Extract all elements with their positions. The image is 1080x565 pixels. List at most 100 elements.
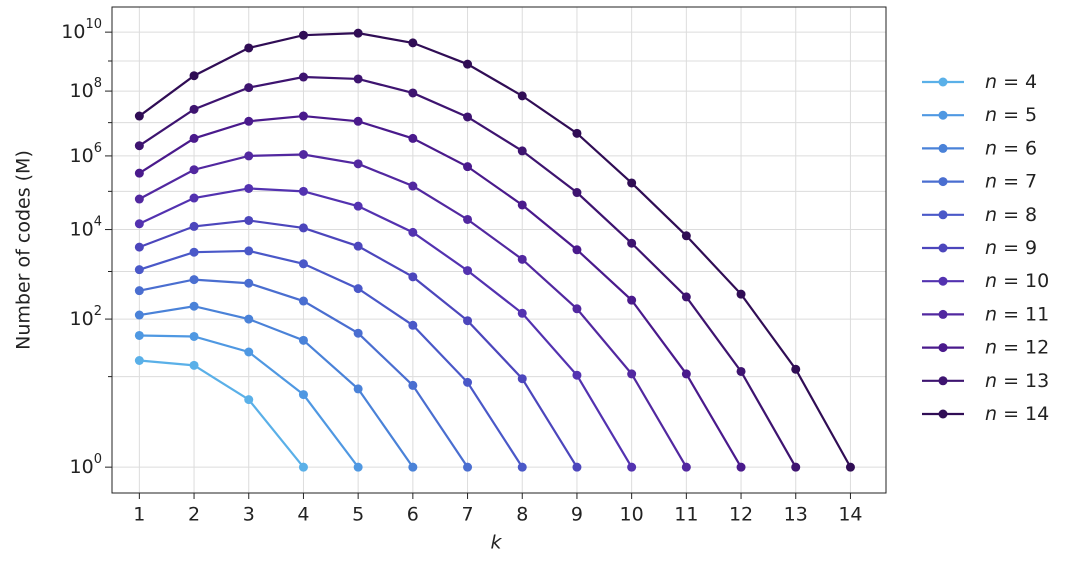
data-point xyxy=(353,384,363,394)
y-tick-label: 100 xyxy=(70,452,102,478)
data-point xyxy=(134,286,144,296)
y-tick-label: 108 xyxy=(70,76,102,102)
data-point xyxy=(298,223,308,233)
plot-frame xyxy=(111,6,887,494)
data-point xyxy=(134,111,144,121)
data-point xyxy=(189,165,199,175)
data-point xyxy=(244,183,254,193)
data-point xyxy=(189,247,199,257)
data-point xyxy=(627,462,637,472)
legend-marker xyxy=(938,409,948,419)
data-point xyxy=(463,377,473,387)
series-line xyxy=(139,305,414,468)
series-line xyxy=(138,187,633,468)
data-point xyxy=(681,231,691,241)
legend-label: n = 11 xyxy=(985,303,1049,325)
data-point xyxy=(244,347,254,357)
data-point xyxy=(353,284,363,294)
data-point xyxy=(244,395,254,405)
legend-marker xyxy=(938,376,948,386)
y-tick-label: 106 xyxy=(70,140,102,166)
data-point xyxy=(189,133,199,143)
series-line xyxy=(138,114,742,468)
data-point xyxy=(572,462,582,472)
data-point xyxy=(244,246,254,256)
legend-label: n = 9 xyxy=(985,237,1037,259)
y-tick-label: 1010 xyxy=(61,17,102,43)
x-tick-label: 7 xyxy=(462,504,474,526)
data-point xyxy=(681,292,691,302)
y-axis-label: Number of codes (M) xyxy=(13,150,35,350)
data-point xyxy=(627,238,637,248)
data-point xyxy=(791,364,801,374)
data-point xyxy=(298,296,308,306)
data-point xyxy=(134,265,144,275)
data-point xyxy=(189,193,199,203)
data-point xyxy=(298,186,308,196)
data-point xyxy=(627,369,637,379)
data-point xyxy=(572,128,582,138)
data-point xyxy=(736,366,746,376)
data-point xyxy=(517,374,527,384)
data-point xyxy=(463,462,473,472)
data-point xyxy=(353,74,363,84)
legend-marker xyxy=(938,110,948,120)
data-point xyxy=(736,462,746,472)
data-point xyxy=(408,38,418,48)
data-point xyxy=(134,310,144,320)
data-point xyxy=(408,133,418,143)
data-point xyxy=(189,71,199,81)
data-point xyxy=(244,278,254,288)
data-point xyxy=(244,215,254,225)
legend-label: n = 13 xyxy=(985,369,1049,391)
data-point xyxy=(572,370,582,380)
data-point xyxy=(134,242,144,252)
data-point xyxy=(134,194,144,204)
legend-marker xyxy=(938,77,948,87)
data-point xyxy=(736,289,746,299)
legend-label: n = 10 xyxy=(985,270,1049,292)
data-point xyxy=(244,116,254,126)
legend-label: n = 7 xyxy=(985,170,1037,192)
data-point xyxy=(517,462,527,472)
legend-label: n = 6 xyxy=(985,137,1037,159)
data-point xyxy=(189,331,199,341)
data-point xyxy=(244,314,254,324)
data-point xyxy=(627,178,637,188)
data-point xyxy=(408,272,418,282)
x-tick-label: 2 xyxy=(188,504,200,526)
x-tick-label: 5 xyxy=(352,504,364,526)
x-tick-label: 6 xyxy=(407,504,419,526)
data-point xyxy=(463,214,473,224)
data-point xyxy=(572,304,582,314)
legend-marker xyxy=(938,210,948,220)
data-point xyxy=(134,219,144,229)
data-point xyxy=(353,241,363,251)
x-tick-label: 8 xyxy=(516,504,528,526)
data-point xyxy=(517,146,527,156)
data-point xyxy=(189,104,199,114)
data-point xyxy=(353,201,363,211)
data-point xyxy=(353,116,363,126)
data-point xyxy=(189,275,199,285)
data-point xyxy=(353,28,363,38)
x-tick-label: 3 xyxy=(243,504,255,526)
data-point xyxy=(408,320,418,330)
data-point xyxy=(463,112,473,122)
legend-marker xyxy=(938,143,948,153)
data-point xyxy=(298,30,308,40)
data-point xyxy=(244,151,254,161)
x-tick-label: 1 xyxy=(133,504,145,526)
x-tick-label: 13 xyxy=(784,504,808,526)
data-point xyxy=(408,380,418,390)
data-point xyxy=(298,390,308,400)
x-tick-label: 12 xyxy=(729,504,753,526)
x-tick-label: 10 xyxy=(620,504,644,526)
data-point xyxy=(189,221,199,231)
legend-marker xyxy=(938,309,948,319)
x-tick-label: 14 xyxy=(838,504,862,526)
data-point xyxy=(517,254,527,264)
data-point xyxy=(463,59,473,69)
data-point xyxy=(517,200,527,210)
data-point xyxy=(408,181,418,191)
